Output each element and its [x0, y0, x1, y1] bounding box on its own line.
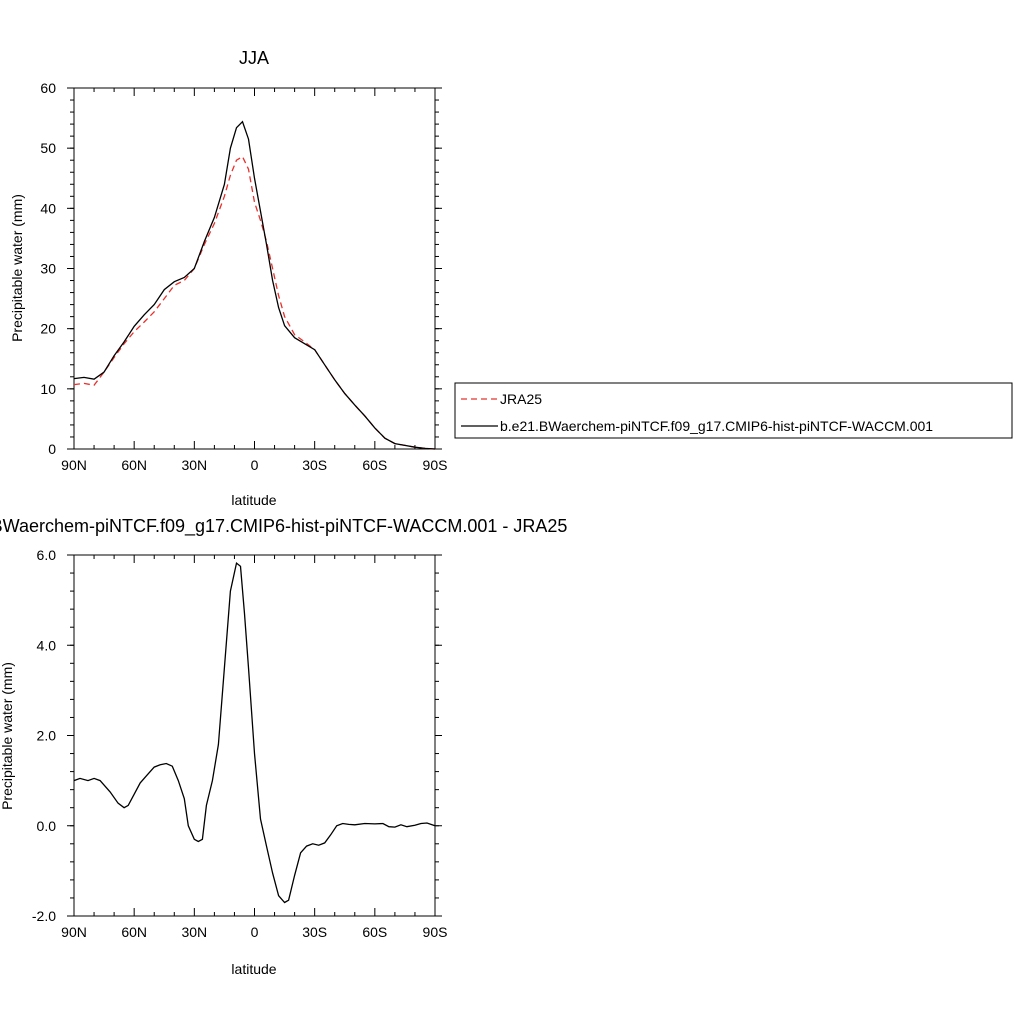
top-series-group	[73, 120, 436, 450]
bottom-x-axis-label: latitude	[231, 961, 276, 977]
x-tick-label: 60N	[121, 924, 147, 940]
bottom-axis-ticks: 90N 60N 30N 0 30S 60S 90S -2.0 0.0 2.0 4.0 6.0	[32, 547, 448, 940]
legend: JRA25 b.e21.BWaerchem-piNTCF.f09_g17.CMI…	[454, 382, 1013, 439]
y-tick-label: 60	[40, 80, 56, 96]
legend-box	[454, 382, 1013, 439]
x-tick-label: 60N	[121, 457, 147, 473]
y-tick-label: 0	[48, 441, 56, 457]
x-tick-label: 60S	[362, 924, 387, 940]
x-tick-label: 30N	[181, 924, 207, 940]
x-tick-label: 30S	[302, 457, 327, 473]
y-tick-label: 20	[40, 321, 56, 337]
top-plot-frame	[73, 87, 436, 450]
top-axis-ticks: 90N 60N 30N 0 30S 60S 90S 0 10 20 30 40 50 60	[40, 80, 447, 473]
y-tick-label: 6.0	[37, 547, 57, 563]
y-tick-label: 30	[40, 261, 56, 277]
x-tick-label: 90S	[423, 457, 448, 473]
legend-label-jra25: JRA25	[500, 391, 542, 407]
x-tick-label: 0	[251, 924, 259, 940]
series-line-model	[73, 120, 436, 450]
x-tick-label: 30N	[181, 457, 207, 473]
top-panel: JJA 90N 60N 30N 0 30S 60S 90S 0 10 20 30 40 50 60 lat…	[9, 48, 447, 508]
y-tick-label: -2.0	[32, 908, 56, 924]
x-tick-label: 30S	[302, 924, 327, 940]
bottom-plot-frame	[73, 554, 436, 917]
y-tick-label: 40	[40, 200, 56, 216]
series-line-difference	[73, 561, 436, 904]
bottom-y-axis-label: Precipitable water (mm)	[0, 662, 15, 810]
x-tick-label: 90N	[61, 457, 87, 473]
y-tick-label: 4.0	[37, 637, 57, 653]
series-line-jra25	[73, 155, 436, 450]
x-tick-label: 0	[251, 457, 259, 473]
y-tick-label: 10	[40, 381, 56, 397]
top-y-axis-label: Precipitable water (mm)	[9, 194, 25, 342]
y-tick-label: 50	[40, 140, 56, 156]
legend-label-model: b.e21.BWaerchem-piNTCF.f09_g17.CMIP6-his…	[500, 418, 933, 434]
x-tick-label: 60S	[362, 457, 387, 473]
x-tick-label: 90N	[61, 924, 87, 940]
y-tick-label: 0.0	[37, 818, 57, 834]
bottom-series-group	[73, 561, 436, 904]
top-x-axis-label: latitude	[231, 492, 276, 508]
x-tick-label: 90S	[423, 924, 448, 940]
y-tick-label: 2.0	[37, 728, 57, 744]
top-chart-title: JJA	[239, 48, 269, 68]
bottom-panel: b.e21.BWaerchem-piNTCF.f09_g17.CMIP6-his…	[0, 516, 567, 977]
bottom-chart-title: b.e21.BWaerchem-piNTCF.f09_g17.CMIP6-his…	[0, 516, 567, 537]
